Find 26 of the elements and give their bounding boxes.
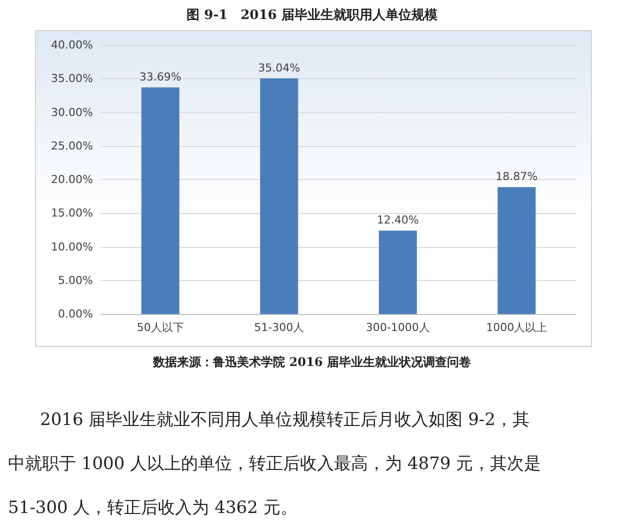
data-label: 33.69% <box>139 70 182 84</box>
source-note: 数据来源：鲁迅美术学院 2016 届毕业生就业状况调查问卷 <box>152 354 472 371</box>
y-tick-label: 25.00% <box>51 139 93 152</box>
y-tick-label: 0.00% <box>58 308 93 320</box>
text: 中就职于 1000 人以上的单位，转正后收入最高，为 4879 元，其次是 <box>8 453 542 475</box>
y-tick-label: 10.00% <box>51 240 93 254</box>
y-tick-label: 5.00% <box>58 274 93 287</box>
bar <box>498 187 536 314</box>
bar <box>378 230 417 314</box>
data-label: 18.87% <box>496 170 538 184</box>
x-tick-label: 1000人以上 <box>486 321 548 334</box>
data-label: 12.40% <box>376 214 419 227</box>
x-tick-label: 50人以下 <box>136 321 184 334</box>
x-tick-label: 51-300人 <box>254 321 304 334</box>
bar <box>141 87 180 314</box>
text: 51-300 人，转正后收入为 4362 元。 <box>8 497 298 519</box>
y-tick-label: 40.00% <box>51 38 93 52</box>
y-tick-label: 35.00% <box>51 72 93 86</box>
y-tick-label: 30.00% <box>51 106 93 119</box>
chart-title: 图 9-1 2016 届毕业生就职用人单位规模 <box>186 7 438 24</box>
text: 2016 届毕业生就业不同用人单位规模转正后月收入如图 9-2，其 <box>40 409 530 431</box>
y-tick-label: 20.00% <box>51 173 93 186</box>
x-tick-label: 300-1000人 <box>366 321 430 334</box>
bar <box>260 78 298 314</box>
y-tick-label: 15.00% <box>51 206 93 220</box>
data-label: 35.04% <box>258 61 300 74</box>
